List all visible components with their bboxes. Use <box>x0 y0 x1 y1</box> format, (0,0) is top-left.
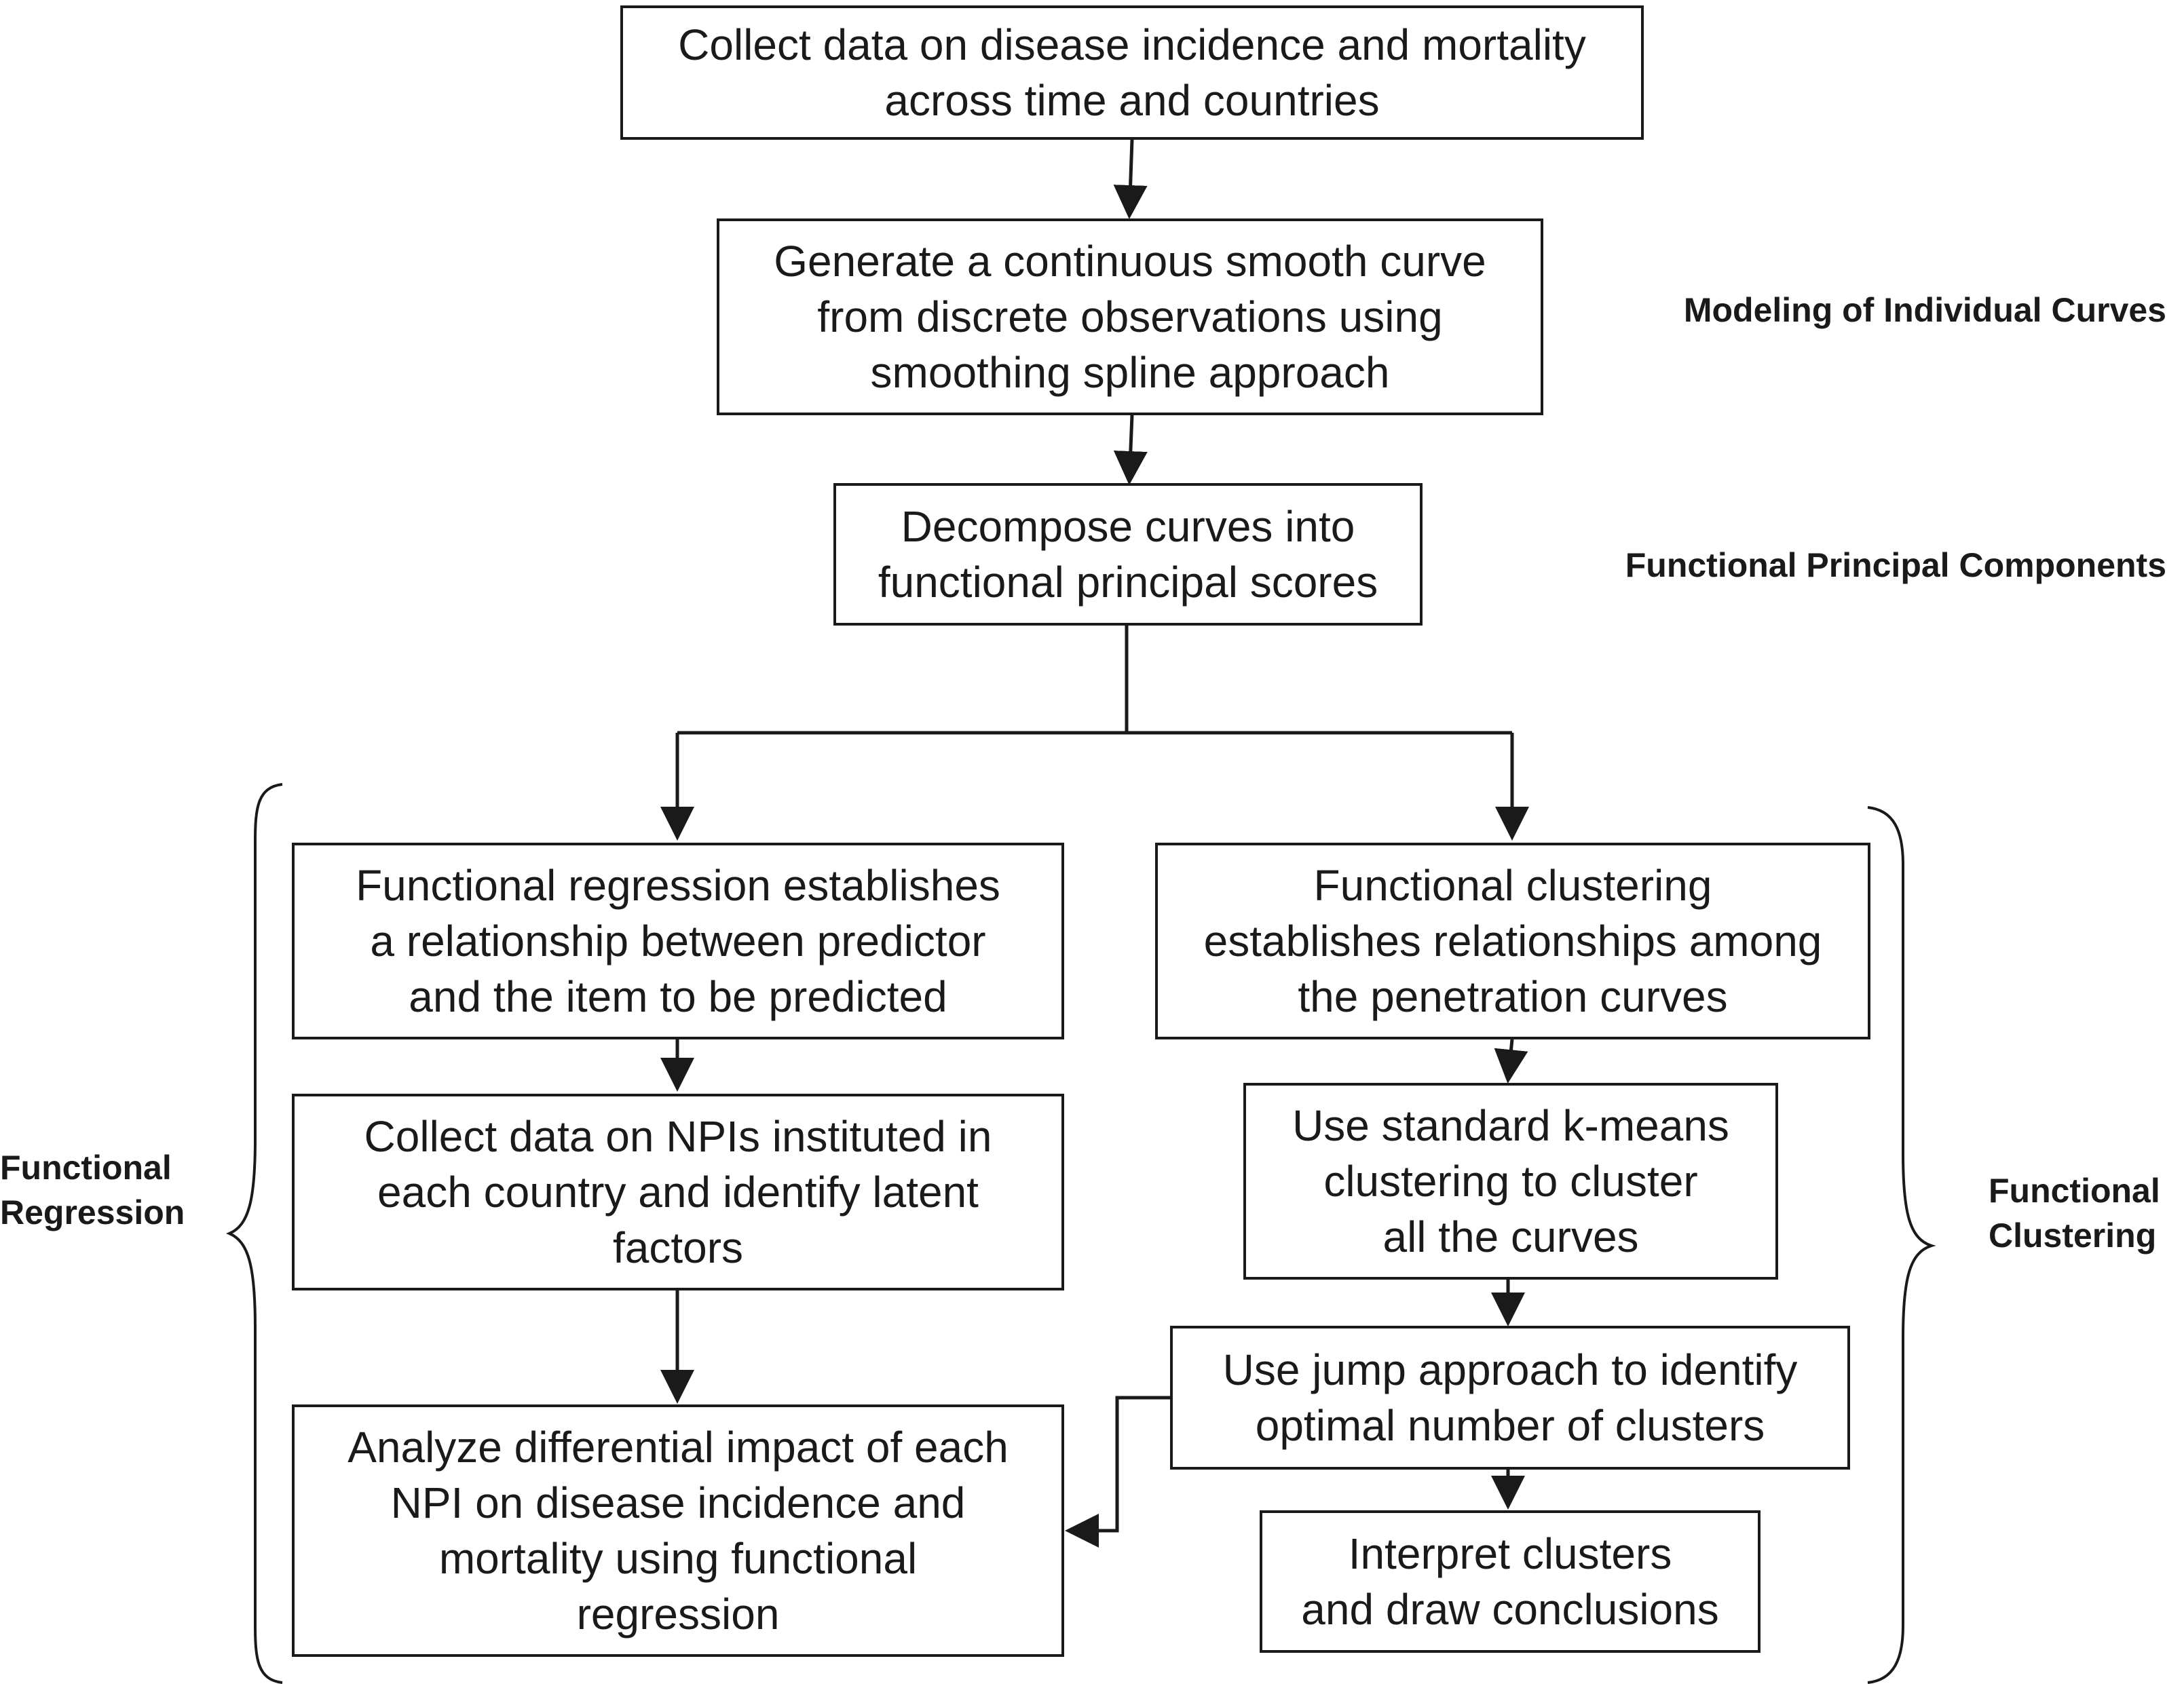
step-functional-clustering: Functional clustering establishes relati… <box>1155 843 1870 1039</box>
step-collect-npi: Collect data on NPIs instituted in each … <box>292 1094 1064 1290</box>
label-functional-clustering: Functional Clustering <box>1989 1172 2160 1255</box>
arrow-jump-to-analyze <box>1065 1396 1171 1548</box>
step-decompose: Decompose curves into functional princip… <box>833 483 1423 626</box>
arrow-smooth-to-decompose <box>1113 415 1148 485</box>
step-kmeans: Use standard k-means clustering to clust… <box>1243 1083 1778 1280</box>
step-jump-approach: Use jump approach to identify optimal nu… <box>1170 1326 1850 1470</box>
label-functional-principal-components: Functional Principal Components <box>1625 546 2166 584</box>
brace-regression <box>225 783 283 1684</box>
arrow-clustering-to-kmeans <box>1494 1039 1528 1084</box>
step-functional-regression: Functional regression establishes a rela… <box>292 843 1064 1039</box>
step-smooth-curve: Generate a continuous smooth curve from … <box>717 218 1543 415</box>
label-modeling-curves: Modeling of Individual Curves <box>1683 291 2166 329</box>
brace-clustering <box>1867 806 1936 1684</box>
step-interpret: Interpret clusters and draw conclusions <box>1260 1510 1761 1653</box>
step-collect-data: Collect data on disease incidence and mo… <box>620 5 1644 140</box>
step-analyze-impact: Analyze differential impact of each NPI … <box>292 1404 1064 1657</box>
label-functional-regression: Functional Regression <box>0 1149 185 1231</box>
arrow-collect-to-smooth <box>1113 139 1148 219</box>
